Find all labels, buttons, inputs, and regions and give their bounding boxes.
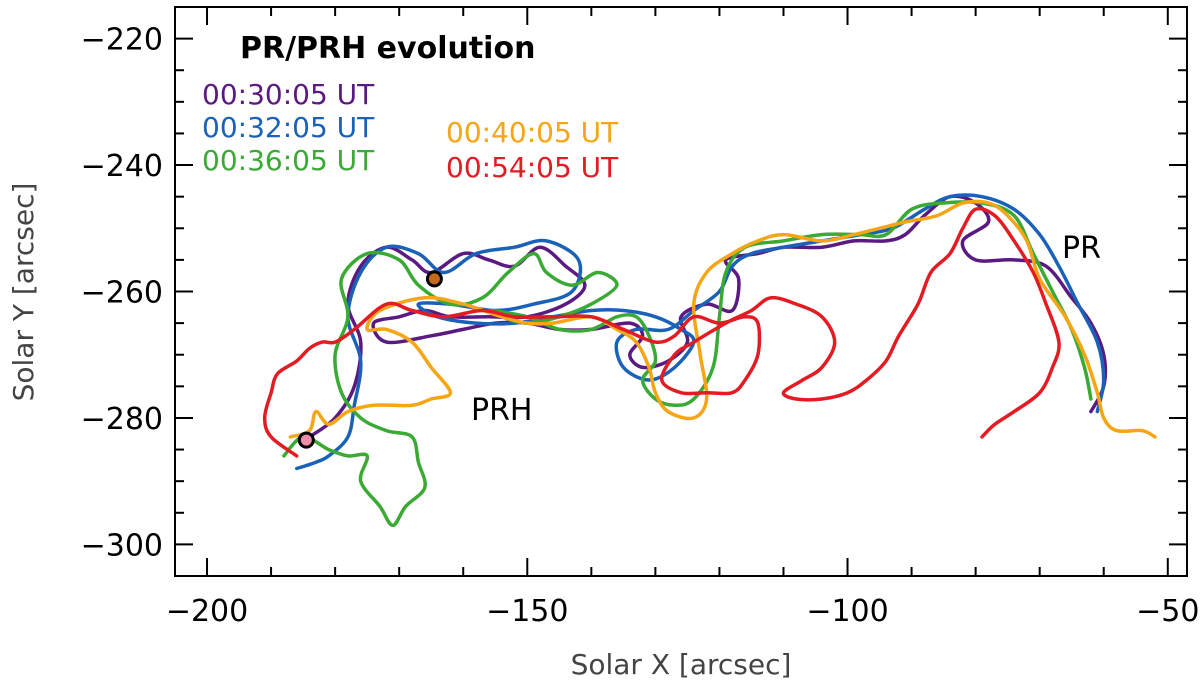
y-tick-label: −240 (81, 149, 163, 184)
y-tick-label: −300 (81, 528, 163, 563)
tick-labels: −200 −150 −100 −50 −220 −240 −260 −280 −300 (81, 23, 1200, 629)
legend-label-0054: 00:54:05 UT (446, 151, 619, 184)
marker-layer (297, 270, 443, 449)
series-layer (262, 193, 1157, 528)
x-tick-label: −100 (806, 594, 888, 629)
plot-frame (174, 6, 1188, 577)
legend-label-0032: 00:32:05 UT (202, 111, 375, 144)
chart-title: PR/PRH evolution (240, 31, 535, 66)
y-tick-label: −280 (81, 402, 163, 437)
x-axis-title: Solar X [arcsec] (571, 648, 792, 681)
x-tick-label: −200 (166, 594, 248, 629)
y-axis-title: Solar Y [arcsec] (7, 183, 40, 402)
series-line-4 (262, 206, 1061, 458)
footpoint-marker-0 (425, 270, 443, 288)
x-tick-label: −50 (1136, 594, 1199, 629)
series-line-1 (294, 193, 1106, 471)
axis-ticks (175, 6, 1187, 576)
x-tick-label: −150 (486, 594, 568, 629)
y-tick-label: −260 (81, 276, 163, 311)
legend-label-0030: 00:30:05 UT (202, 78, 375, 111)
annotation-pr: PR (1062, 231, 1101, 266)
y-tick-label: −220 (81, 23, 163, 58)
legend-label-0040: 00:40:05 UT (446, 116, 619, 149)
annotation-prh: PRH (471, 393, 533, 428)
footpoint-marker-1 (297, 431, 315, 449)
series-line-3 (288, 199, 1157, 439)
legend-label-0036: 00:36:05 UT (202, 144, 375, 177)
